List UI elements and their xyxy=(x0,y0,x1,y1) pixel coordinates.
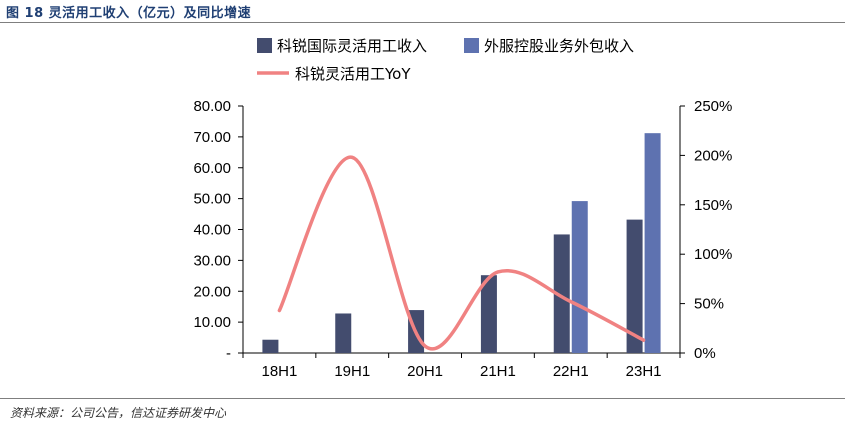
bar-kerui-flexible-staffing xyxy=(262,339,279,353)
legend-swatch-bar2 xyxy=(464,38,479,53)
legend-label-bar1: 科锐国际灵活用工收入 xyxy=(277,37,427,55)
x-tick-label: 22H1 xyxy=(553,363,589,380)
x-tick-label: 19H1 xyxy=(334,363,370,380)
bar-fsg-outsourcing xyxy=(571,201,588,353)
left-tick-label: 60.00 xyxy=(193,160,231,177)
left-tick-label: 10.00 xyxy=(193,314,231,331)
line-kerui-yoy xyxy=(277,155,646,351)
left-tick-label: 50.00 xyxy=(193,191,231,208)
left-tick-label: 40.00 xyxy=(193,222,231,239)
left-tick-label: 70.00 xyxy=(193,129,231,146)
right-tick-label: 100% xyxy=(694,246,732,263)
legend-label-line: 科锐灵活用工YoY xyxy=(295,65,411,83)
left-tick-label: 30.00 xyxy=(193,252,231,269)
right-tick-label: 150% xyxy=(694,197,732,214)
legend-label-bar2: 外服控股业务外包收入 xyxy=(484,37,634,55)
figure-title: 图 18 灵活用工收入（亿元）及同比增速 xyxy=(6,6,252,21)
bars xyxy=(262,133,661,353)
right-tick-label: 250% xyxy=(694,98,732,115)
left-tick-label: - xyxy=(226,345,231,362)
right-tick-label: 50% xyxy=(694,296,724,313)
right-tick-label: 0% xyxy=(694,345,716,362)
bottom-divider xyxy=(0,398,845,399)
left-tick-label: 80.00 xyxy=(193,98,231,115)
bar-kerui-flexible-staffing xyxy=(480,275,497,353)
x-tick-label: 21H1 xyxy=(480,363,516,380)
x-tick-label: 18H1 xyxy=(261,363,297,380)
bar-kerui-flexible-staffing xyxy=(626,219,643,353)
right-tick-label: 200% xyxy=(694,147,732,164)
axes: - 10.00 20.00 30.00 40.00 50.00 60.00 70.00 80.0… xyxy=(193,98,732,380)
x-tick-label: 23H1 xyxy=(626,363,662,380)
bar-kerui-flexible-staffing xyxy=(335,313,352,353)
x-tick-label: 20H1 xyxy=(407,363,443,380)
top-divider xyxy=(0,22,845,23)
bar-fsg-outsourcing xyxy=(644,133,661,353)
source-note: 资料来源：公司公告，信达证券研发中心 xyxy=(10,406,227,420)
left-tick-label: 20.00 xyxy=(193,283,231,300)
legend-swatch-bar1 xyxy=(257,38,272,53)
bar-kerui-flexible-staffing xyxy=(553,234,570,353)
yoy-line xyxy=(277,155,646,351)
